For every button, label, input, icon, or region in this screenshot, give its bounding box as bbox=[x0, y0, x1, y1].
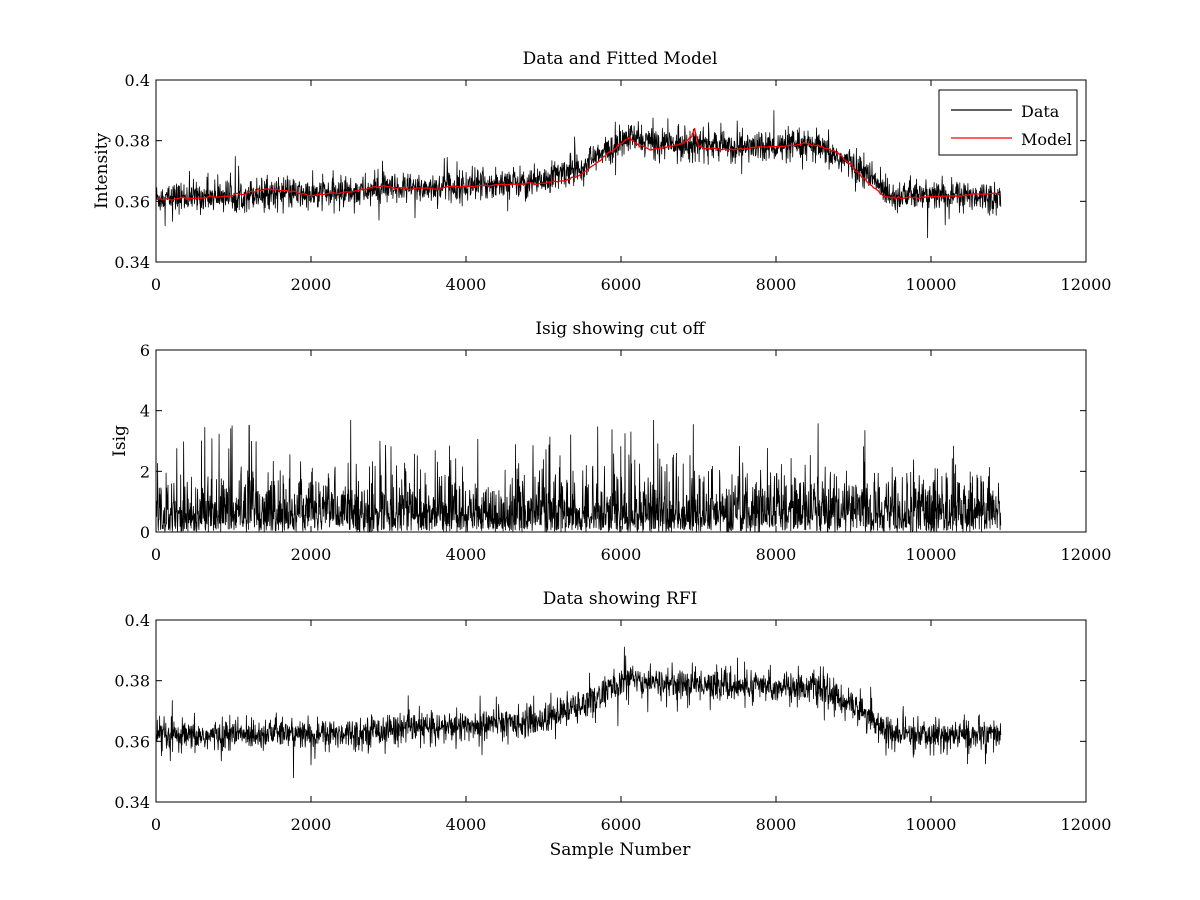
x-tick-label: 4000 bbox=[446, 545, 487, 564]
panel-2-title: Isig showing cut off bbox=[535, 319, 706, 339]
panel-3-axes: 0 2000 4000 6000 8000 10000 12000 0.34 0.36 0.38 0… bbox=[114, 611, 1111, 834]
y-tick-label: 0.36 bbox=[114, 192, 150, 211]
x-tick-label: 10000 bbox=[906, 815, 957, 834]
panel-3-plot-area bbox=[156, 646, 1002, 779]
x-tick-label: 8000 bbox=[756, 815, 797, 834]
y-tick-label: 0.38 bbox=[114, 132, 150, 151]
x-tick-label: 4000 bbox=[446, 815, 487, 834]
panel-2-series-group bbox=[156, 419, 1002, 532]
x-tick-label: 12000 bbox=[1061, 815, 1112, 834]
panel-2-ylabel: Isig bbox=[110, 425, 130, 457]
panel-1-plot-area bbox=[156, 110, 1002, 239]
x-tick-label: 6000 bbox=[601, 545, 642, 564]
y-tick-label: 0.38 bbox=[114, 672, 150, 691]
panel-1-ylabel: Intensity bbox=[92, 133, 112, 209]
y-tick-label: 4 bbox=[140, 402, 150, 421]
x-tick-label: 12000 bbox=[1061, 275, 1112, 294]
y-tick-label: 2 bbox=[140, 462, 150, 481]
x-tick-label: 8000 bbox=[756, 275, 797, 294]
x-tick-label: 2000 bbox=[291, 275, 332, 294]
panel-3-series-line0 bbox=[156, 646, 1002, 779]
panel-2-axes: 0 2000 4000 6000 8000 10000 12000 0 2 4 6 bbox=[140, 341, 1112, 564]
panel-3-xlabel: Sample Number bbox=[550, 840, 692, 860]
x-tick-label: 12000 bbox=[1061, 545, 1112, 564]
panel-data-showing-rfi: Data showing RFI 0 2000 4000 6000 8000 10000 1… bbox=[114, 589, 1111, 860]
y-tick-label: 0.4 bbox=[125, 611, 150, 630]
x-tick-label: 6000 bbox=[601, 275, 642, 294]
x-tick-label: 2000 bbox=[291, 545, 332, 564]
y-tick-label: 0 bbox=[140, 523, 150, 542]
panel-1-series-group bbox=[156, 110, 1002, 239]
y-tick-label: 6 bbox=[140, 341, 150, 360]
panel-1-series-data bbox=[156, 110, 1002, 239]
y-tick-label: 0.34 bbox=[114, 253, 150, 272]
panel-3-series-group bbox=[156, 646, 1002, 779]
x-tick-label: 0 bbox=[151, 275, 161, 294]
x-tick-label: 0 bbox=[151, 815, 161, 834]
panel-1-axes: 0 2000 4000 6000 8000 10000 12000 0.34 0.36 0.38 0… bbox=[114, 71, 1111, 294]
y-tick-label: 0.4 bbox=[125, 71, 150, 90]
x-tick-label: 6000 bbox=[601, 815, 642, 834]
legend: Data Model bbox=[938, 89, 1078, 156]
x-tick-label: 0 bbox=[151, 545, 161, 564]
panel-isig-showing-cut-off: Isig showing cut off Isig 0 2000 4000 6000 8… bbox=[110, 319, 1111, 564]
panel-data-and-fitted-model: Data and Fitted Model Intensity 0 2000 400… bbox=[92, 49, 1111, 294]
panel-2-plot-area bbox=[156, 419, 1002, 532]
legend-label-model: Model bbox=[1021, 130, 1072, 149]
panel-2-series-line0 bbox=[156, 419, 1002, 532]
legend-box bbox=[938, 89, 1078, 156]
x-tick-label: 10000 bbox=[906, 275, 957, 294]
panel-1-series-model bbox=[156, 127, 1001, 201]
x-tick-label: 2000 bbox=[291, 815, 332, 834]
panel-3-title: Data showing RFI bbox=[543, 589, 698, 609]
legend-label-data: Data bbox=[1021, 102, 1060, 121]
y-tick-label: 0.36 bbox=[114, 732, 150, 751]
x-tick-label: 8000 bbox=[756, 545, 797, 564]
x-tick-label: 4000 bbox=[446, 275, 487, 294]
panel-1-title: Data and Fitted Model bbox=[523, 49, 718, 69]
y-tick-label: 0.34 bbox=[114, 793, 150, 812]
x-tick-label: 10000 bbox=[906, 545, 957, 564]
